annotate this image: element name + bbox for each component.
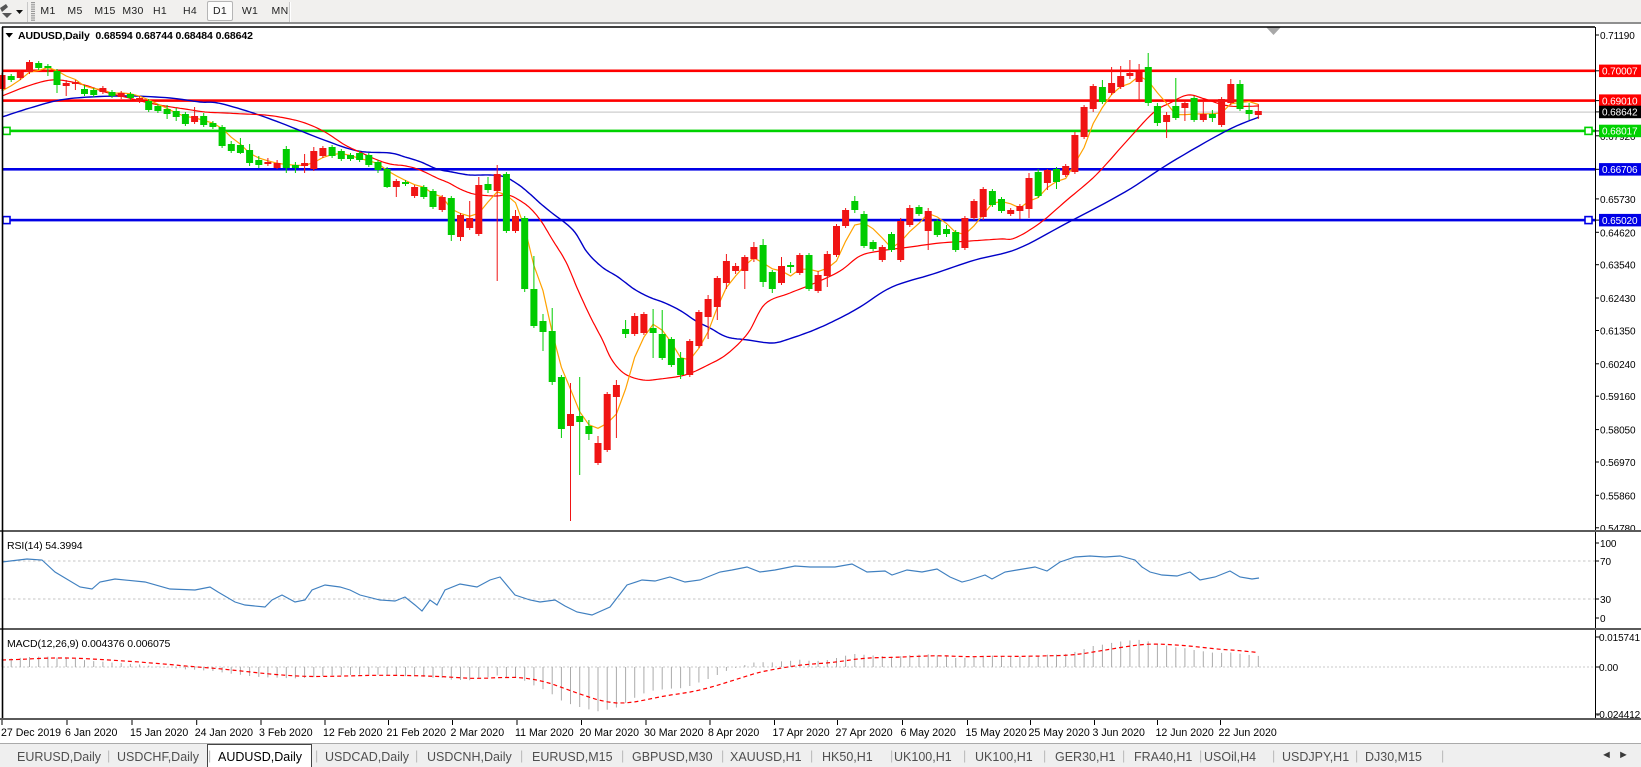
svg-text:0.63540: 0.63540 <box>1600 261 1636 272</box>
svg-text:0.00: 0.00 <box>1599 663 1619 674</box>
svg-text:15 May 2020: 15 May 2020 <box>966 727 1027 739</box>
svg-text:70: 70 <box>1600 557 1611 568</box>
svg-text:0.015741: 0.015741 <box>1599 633 1640 644</box>
svg-text:12 Jun 2020: 12 Jun 2020 <box>1156 727 1214 739</box>
svg-text:21 Feb 2020: 21 Feb 2020 <box>387 727 447 739</box>
svg-text:2 Mar 2020: 2 Mar 2020 <box>451 727 505 739</box>
svg-text:0: 0 <box>1600 614 1606 625</box>
svg-text:AUDUSD,Daily 0.68594 0.68744: AUDUSD,Daily 0.68594 0.68744 0.68484 0.6… <box>18 30 253 42</box>
svg-text:30: 30 <box>1600 595 1611 606</box>
svg-text:0.58050: 0.58050 <box>1600 426 1636 437</box>
svg-text:17 Apr 2020: 17 Apr 2020 <box>773 727 830 739</box>
svg-text:25 May 2020: 25 May 2020 <box>1029 727 1090 739</box>
svg-text:11 Mar 2020: 11 Mar 2020 <box>515 727 574 739</box>
svg-text:0.56970: 0.56970 <box>1600 458 1636 469</box>
svg-text:6 May 2020: 6 May 2020 <box>901 727 956 739</box>
svg-text:0.60240: 0.60240 <box>1600 360 1636 371</box>
svg-text:8 Apr 2020: 8 Apr 2020 <box>708 727 759 739</box>
svg-text:0.65020: 0.65020 <box>1602 216 1638 227</box>
svg-text:0.67920: 0.67920 <box>1600 132 1636 143</box>
svg-text:27 Dec 2019: 27 Dec 2019 <box>1 727 61 739</box>
svg-text:6 Jan 2020: 6 Jan 2020 <box>65 727 118 739</box>
svg-text:0.64620: 0.64620 <box>1600 228 1636 239</box>
svg-text:-0.024412: -0.024412 <box>1596 710 1641 721</box>
svg-text:0.69010: 0.69010 <box>1602 96 1638 107</box>
svg-text:15 Jan 2020: 15 Jan 2020 <box>130 727 188 739</box>
svg-text:0.71190: 0.71190 <box>1600 31 1635 42</box>
svg-text:3 Jun 2020: 3 Jun 2020 <box>1093 727 1146 739</box>
svg-text:3 Feb 2020: 3 Feb 2020 <box>259 727 313 739</box>
svg-text:0.62430: 0.62430 <box>1600 294 1636 305</box>
svg-text:20 Mar 2020: 20 Mar 2020 <box>580 727 640 739</box>
svg-text:30 Mar 2020: 30 Mar 2020 <box>644 727 704 739</box>
svg-text:0.68017: 0.68017 <box>1602 127 1638 138</box>
svg-text:22 Jun 2020: 22 Jun 2020 <box>1219 727 1277 739</box>
svg-text:0.61350: 0.61350 <box>1600 327 1636 338</box>
svg-text:0.54780: 0.54780 <box>1600 524 1636 535</box>
svg-text:0.68642: 0.68642 <box>1602 108 1638 119</box>
svg-text:MACD(12,26,9) 0.004376 0.00607: MACD(12,26,9) 0.004376 0.006075 <box>7 638 171 650</box>
svg-text:100: 100 <box>1600 539 1617 550</box>
svg-text:RSI(14) 54.3994: RSI(14) 54.3994 <box>7 540 83 552</box>
svg-text:12 Feb 2020: 12 Feb 2020 <box>323 727 383 739</box>
svg-text:0.59160: 0.59160 <box>1600 392 1636 403</box>
svg-text:0.66706: 0.66706 <box>1602 165 1638 176</box>
svg-text:24 Jan 2020: 24 Jan 2020 <box>195 727 253 739</box>
svg-text:27 Apr 2020: 27 Apr 2020 <box>836 727 893 739</box>
svg-text:0.65730: 0.65730 <box>1600 195 1636 206</box>
svg-text:0.55860: 0.55860 <box>1600 491 1636 502</box>
svg-text:0.70007: 0.70007 <box>1602 67 1638 78</box>
